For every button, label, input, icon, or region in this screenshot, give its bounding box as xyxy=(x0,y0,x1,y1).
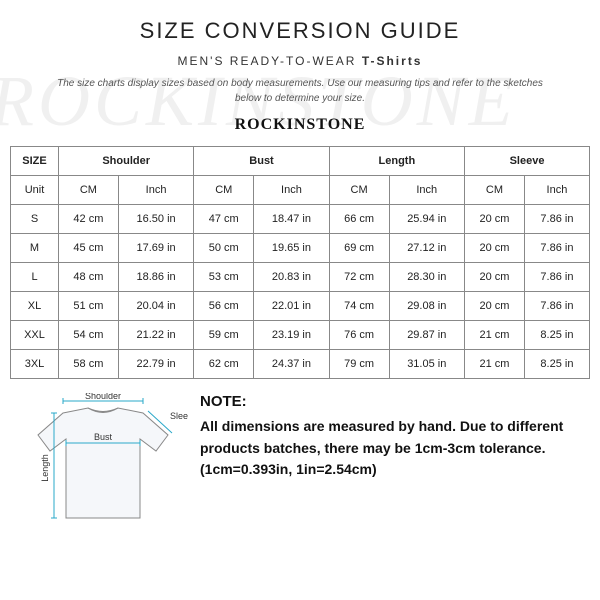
data-cell: 7.86 in xyxy=(524,205,589,234)
data-cell: 47 cm xyxy=(194,205,254,234)
data-cell: 8.25 in xyxy=(524,350,589,379)
intro-text: The size charts display sizes based on b… xyxy=(10,76,590,106)
data-cell: 23.19 in xyxy=(254,321,330,350)
data-cell: 21 cm xyxy=(465,350,525,379)
unit-cell: Inch xyxy=(254,176,330,205)
data-cell: 29.08 in xyxy=(389,292,465,321)
data-cell: 7.86 in xyxy=(524,263,589,292)
data-cell: 28.30 in xyxy=(389,263,465,292)
data-cell: 20 cm xyxy=(465,234,525,263)
data-cell: 16.50 in xyxy=(118,205,194,234)
bottom-section: Shoulder Bust Sleeve Length NOTE: All di… xyxy=(10,393,590,533)
data-cell: 50 cm xyxy=(194,234,254,263)
unit-cell: Inch xyxy=(389,176,465,205)
page-content: SIZE CONVERSION GUIDE MEN'S READY-TO-WEA… xyxy=(0,0,600,543)
diagram-label-shoulder: Shoulder xyxy=(85,393,121,401)
data-cell: 20.83 in xyxy=(254,263,330,292)
data-cell: 18.86 in xyxy=(118,263,194,292)
data-cell: 20 cm xyxy=(465,205,525,234)
col-sleeve: Sleeve xyxy=(465,147,590,176)
col-size: SIZE xyxy=(11,147,59,176)
data-cell: 72 cm xyxy=(329,263,389,292)
data-cell: 31.05 in xyxy=(389,350,465,379)
data-cell: 22.79 in xyxy=(118,350,194,379)
data-cell: 20 cm xyxy=(465,292,525,321)
data-cell: 21 cm xyxy=(465,321,525,350)
table-row: L48 cm18.86 in53 cm20.83 in72 cm28.30 in… xyxy=(11,263,590,292)
data-cell: 20.04 in xyxy=(118,292,194,321)
table-row: XXL54 cm21.22 in59 cm23.19 in76 cm29.87 … xyxy=(11,321,590,350)
data-cell: 45 cm xyxy=(59,234,119,263)
diagram-label-bust: Bust xyxy=(94,432,113,442)
brand-name: ROCKINSTONE xyxy=(10,116,590,134)
size-cell: L xyxy=(11,263,59,292)
note-body: All dimensions are measured by hand. Due… xyxy=(200,416,582,481)
size-cell: XL xyxy=(11,292,59,321)
table-row: 3XL58 cm22.79 in62 cm24.37 in79 cm31.05 … xyxy=(11,350,590,379)
data-cell: 42 cm xyxy=(59,205,119,234)
unit-cell: CM xyxy=(194,176,254,205)
unit-row: Unit CM Inch CM Inch CM Inch CM Inch xyxy=(11,176,590,205)
unit-cell: CM xyxy=(329,176,389,205)
data-cell: 7.86 in xyxy=(524,292,589,321)
data-cell: 69 cm xyxy=(329,234,389,263)
diagram-label-sleeve: Sleeve xyxy=(170,411,188,421)
note-box: NOTE: All dimensions are measured by han… xyxy=(200,393,582,533)
size-cell: 3XL xyxy=(11,350,59,379)
data-cell: 58 cm xyxy=(59,350,119,379)
data-cell: 8.25 in xyxy=(524,321,589,350)
data-cell: 59 cm xyxy=(194,321,254,350)
data-cell: 48 cm xyxy=(59,263,119,292)
data-cell: 76 cm xyxy=(329,321,389,350)
table-body: Unit CM Inch CM Inch CM Inch CM Inch S42… xyxy=(11,176,590,379)
data-cell: 54 cm xyxy=(59,321,119,350)
col-bust: Bust xyxy=(194,147,329,176)
diagram-label-length: Length xyxy=(40,454,50,482)
size-cell: S xyxy=(11,205,59,234)
data-cell: 66 cm xyxy=(329,205,389,234)
col-length: Length xyxy=(329,147,464,176)
data-cell: 25.94 in xyxy=(389,205,465,234)
note-title: NOTE: xyxy=(200,393,582,410)
size-cell: XXL xyxy=(11,321,59,350)
data-cell: 74 cm xyxy=(329,292,389,321)
unit-cell: Inch xyxy=(524,176,589,205)
size-cell: M xyxy=(11,234,59,263)
unit-cell: Inch xyxy=(118,176,194,205)
data-cell: 18.47 in xyxy=(254,205,330,234)
data-cell: 51 cm xyxy=(59,292,119,321)
data-cell: 17.69 in xyxy=(118,234,194,263)
data-cell: 20 cm xyxy=(465,263,525,292)
data-cell: 21.22 in xyxy=(118,321,194,350)
subtitle-bold: T-Shirts xyxy=(362,54,423,68)
table-row: S42 cm16.50 in47 cm18.47 in66 cm25.94 in… xyxy=(11,205,590,234)
table-row: XL51 cm20.04 in56 cm22.01 in74 cm29.08 i… xyxy=(11,292,590,321)
unit-label: Unit xyxy=(11,176,59,205)
data-cell: 53 cm xyxy=(194,263,254,292)
data-cell: 19.65 in xyxy=(254,234,330,263)
data-cell: 79 cm xyxy=(329,350,389,379)
data-cell: 62 cm xyxy=(194,350,254,379)
table-row: M45 cm17.69 in50 cm19.65 in69 cm27.12 in… xyxy=(11,234,590,263)
data-cell: 7.86 in xyxy=(524,234,589,263)
unit-cell: CM xyxy=(59,176,119,205)
data-cell: 27.12 in xyxy=(389,234,465,263)
tshirt-diagram: Shoulder Bust Sleeve Length xyxy=(18,393,188,533)
page-title: SIZE CONVERSION GUIDE xyxy=(10,18,590,44)
data-cell: 29.87 in xyxy=(389,321,465,350)
data-cell: 22.01 in xyxy=(254,292,330,321)
size-table: SIZE Shoulder Bust Length Sleeve Unit CM… xyxy=(10,146,590,379)
subtitle: MEN'S READY-TO-WEAR T-Shirts xyxy=(10,54,590,68)
group-header-row: SIZE Shoulder Bust Length Sleeve xyxy=(11,147,590,176)
data-cell: 56 cm xyxy=(194,292,254,321)
subtitle-prefix: MEN'S READY-TO-WEAR xyxy=(178,54,362,68)
unit-cell: CM xyxy=(465,176,525,205)
col-shoulder: Shoulder xyxy=(59,147,194,176)
data-cell: 24.37 in xyxy=(254,350,330,379)
